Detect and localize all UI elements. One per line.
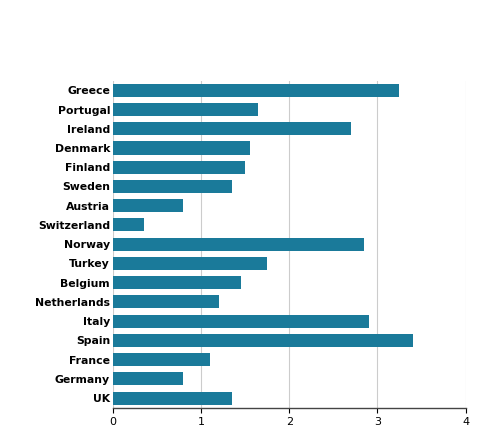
Bar — [113, 161, 245, 174]
Text: WESTERN EUROPE: TOTAL CONSTRUCTION SPENDING: WESTERN EUROPE: TOTAL CONSTRUCTION SPEND… — [40, 18, 440, 31]
Bar — [113, 314, 369, 327]
Bar — [113, 372, 183, 385]
Bar — [113, 141, 250, 154]
Bar — [113, 238, 364, 251]
Bar — [113, 353, 210, 366]
Bar — [113, 199, 183, 212]
Text: (CAGR, 2015 US$, 2021-26): (CAGR, 2015 US$, 2021-26) — [160, 54, 320, 65]
Bar — [113, 257, 267, 270]
Bar — [113, 295, 218, 308]
Bar — [113, 276, 240, 289]
Bar — [113, 103, 258, 116]
Bar — [113, 334, 413, 347]
Bar — [113, 122, 351, 135]
Bar — [113, 84, 399, 97]
Bar — [113, 392, 232, 405]
Bar — [113, 180, 232, 193]
Bar — [113, 218, 144, 232]
